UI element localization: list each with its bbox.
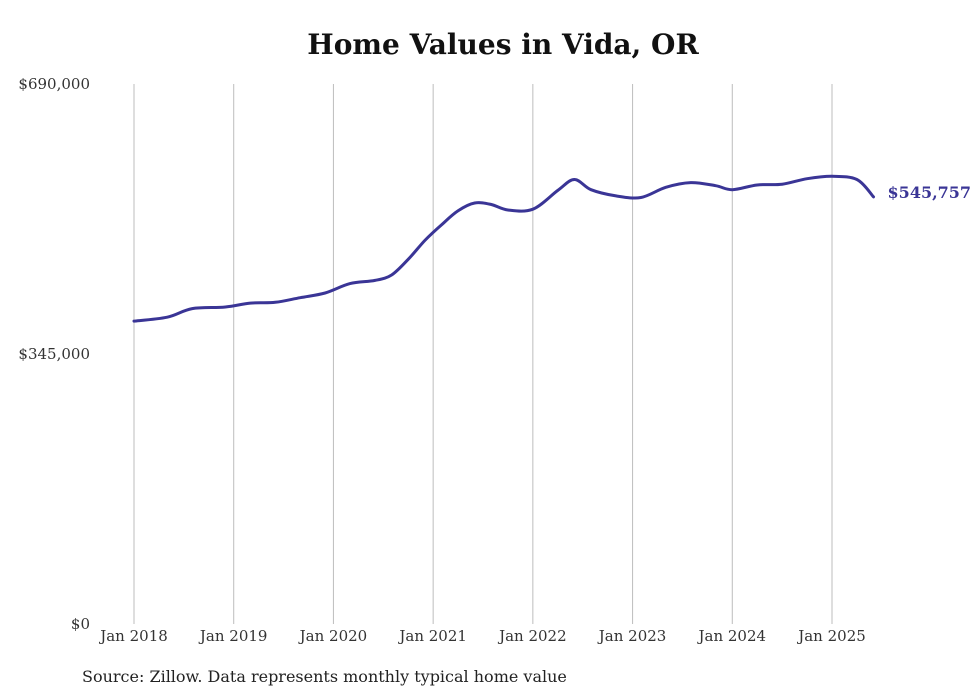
x-tick-label: Jan 2018 xyxy=(98,627,168,645)
y-tick-label: $345,000 xyxy=(18,345,90,363)
x-tick-label: Jan 2022 xyxy=(497,627,567,645)
chart-title: Home Values in Vida, OR xyxy=(307,28,699,61)
end-value-label: $545,757 xyxy=(888,183,972,202)
y-tick-label: $0 xyxy=(71,615,90,633)
x-tick-label: Jan 2024 xyxy=(697,627,767,645)
x-tick-label: Jan 2021 xyxy=(397,627,467,645)
y-tick-label: $690,000 xyxy=(18,75,90,93)
chart-source-note: Source: Zillow. Data represents monthly … xyxy=(82,667,567,686)
x-tick-label: Jan 2025 xyxy=(796,627,866,645)
x-tick-label: Jan 2023 xyxy=(597,627,667,645)
series-line xyxy=(132,174,875,323)
x-tick-label: Jan 2019 xyxy=(198,627,268,645)
x-tick-label: Jan 2020 xyxy=(298,627,368,645)
